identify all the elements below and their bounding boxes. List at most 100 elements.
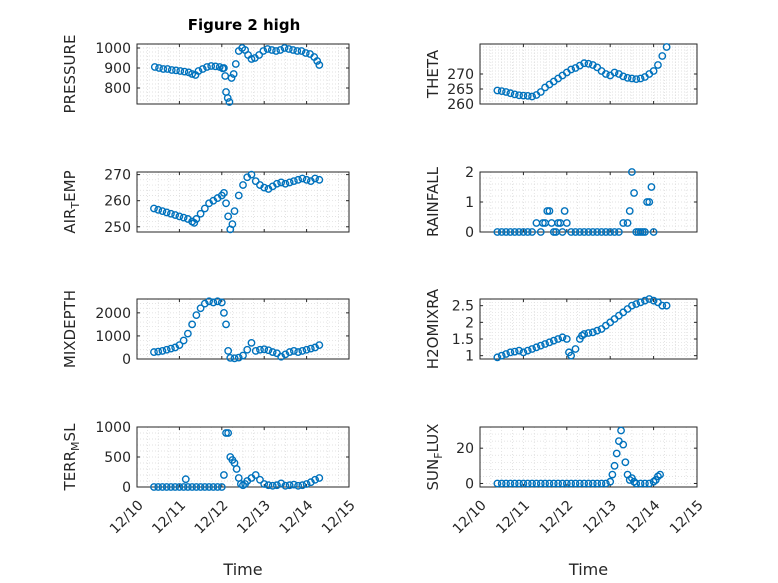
subplot-1-ylabel: PRESSURE	[61, 35, 79, 114]
subplot-6-data-point	[519, 348, 528, 357]
subplot-1-data-point	[194, 67, 203, 75]
subplot-2-ytick-label: 260	[447, 97, 474, 113]
subplot-3-data-point	[190, 218, 199, 227]
subplot-5-data-point	[213, 297, 222, 306]
subplot-1-data-point	[276, 46, 285, 54]
subplot-8-data-point	[554, 479, 563, 488]
subplot-7-data-point	[213, 483, 222, 491]
subplot-8-data-point	[636, 479, 645, 488]
subplot-2-data-point	[628, 74, 636, 83]
subplot-1-data-point	[155, 64, 163, 72]
subplot-5-data-point	[315, 341, 324, 350]
subplot-7-xtick-label: 12/13	[234, 497, 274, 537]
subplot-1-data-point	[297, 47, 306, 55]
subplot-3-data-point	[200, 204, 209, 213]
subplot-5-data-point	[222, 320, 230, 329]
subplot-1-data-point	[223, 94, 232, 102]
subplot-7-data-point	[260, 480, 269, 488]
subplot-1-data-point	[313, 57, 322, 65]
subplot-8-data-point	[606, 477, 615, 486]
subplot-5-data-point	[260, 345, 269, 354]
subplot-5-data-point	[167, 344, 175, 353]
subplot-2-data-point	[649, 67, 658, 75]
subplot-5-ytick-label: 1000	[95, 329, 131, 345]
subplot-1-axes-box	[136, 43, 350, 105]
subplot-7-ytick-label: 0	[122, 480, 131, 496]
subplot-3-data-point	[154, 205, 163, 214]
subplot-3-data-point	[234, 191, 243, 200]
subplot-1-data-point	[176, 67, 185, 75]
subplot-8-data-point	[497, 479, 506, 488]
subplot-1-data-point	[263, 45, 272, 53]
subplot-7-ylabel: TERRMSL	[61, 423, 82, 492]
subplot-2-data-point	[619, 72, 628, 81]
subplot-3-data-point	[150, 204, 158, 213]
subplot-6-data-point	[645, 295, 654, 303]
subplot-8-data-point	[493, 479, 502, 488]
subplot-3-data-point	[192, 215, 201, 223]
subplot-1-data-point	[188, 70, 197, 78]
subplot-6-data-point	[636, 298, 645, 307]
subplot-4-data-point	[519, 228, 528, 236]
subplot-1-data-point	[293, 47, 302, 55]
subplot-6-data-point	[549, 336, 558, 345]
subplot-4-data-point	[502, 228, 510, 236]
subplot-7-data-point	[158, 483, 167, 491]
subplot-4-data-point	[630, 189, 638, 197]
subplot-6-ytick-label: 2.5	[452, 299, 474, 315]
subplot-4-data-point	[571, 228, 580, 236]
subplot-2-data-point	[536, 88, 545, 96]
subplot-5-data-point	[162, 345, 171, 354]
subplot-7-data-point	[209, 483, 218, 491]
subplot-5-data-point	[247, 338, 256, 347]
subplot-5-data-point	[239, 351, 247, 360]
subplot-7-data-point	[302, 480, 311, 488]
subplot-3-data-point	[230, 207, 239, 216]
subplot-8-data-point	[575, 479, 584, 488]
subplot-7-data-point	[150, 483, 158, 491]
subplot-5-data-point	[251, 347, 260, 355]
subplot-7-data-point	[167, 483, 175, 491]
subplot-8-data-point	[593, 479, 602, 488]
subplot-7-data-point	[196, 483, 205, 491]
subplot-8-data-point	[580, 479, 589, 488]
subplot-2-data-point	[506, 89, 515, 98]
subplot-1-data-point	[280, 44, 289, 52]
subplot-6-data-point	[649, 296, 658, 305]
subplot-7-data-point	[154, 483, 163, 491]
subplot-8-xtick-label: 12/15	[667, 497, 707, 537]
subplot-2-data-point	[497, 87, 506, 96]
subplot-7-xtick-label: 12/12	[192, 497, 232, 537]
subplot-7-data-point	[281, 481, 290, 490]
subplot-8-data-point	[536, 479, 545, 488]
subplot-6-ytick-label: 1	[465, 349, 474, 365]
subplot-8-data-point	[502, 479, 510, 488]
subplot-3-data-point	[228, 220, 237, 229]
figure-title: Figure 2 high	[188, 16, 301, 34]
subplot-6-data-point	[536, 341, 545, 350]
subplot-3-data-point	[247, 170, 256, 179]
subplot-7-data-point	[285, 481, 294, 490]
subplot-4-data-point	[547, 219, 556, 227]
subplot-6-data-point	[523, 346, 532, 355]
subplot-3-data-point	[171, 211, 180, 219]
subplot-5-data-point	[217, 298, 226, 307]
subplot-6-data-point	[497, 351, 506, 360]
subplot-4-data-point	[536, 228, 545, 236]
subplot-7-data-point	[162, 483, 171, 491]
subplot-1-data-point	[315, 61, 324, 69]
subplot-8-data-point	[510, 479, 519, 488]
subplot-1-data-point	[247, 55, 256, 63]
subplot-5-data-point	[277, 352, 286, 361]
subplot-3-data-point	[196, 209, 205, 218]
subplot-1-ytick-label: 1000	[95, 41, 131, 57]
subplot-8-data-point	[519, 479, 528, 488]
subplot-8-data-point	[621, 458, 630, 467]
subplot-6-data-point	[506, 348, 515, 357]
subplot-3-data-point	[273, 179, 281, 188]
subplot-3-data-point	[281, 179, 290, 188]
subplot-6-data-point	[510, 347, 519, 356]
subplot-5-data-point	[192, 311, 201, 320]
subplot-2-data-point	[493, 86, 502, 95]
subplot-2-data-point	[654, 61, 662, 69]
